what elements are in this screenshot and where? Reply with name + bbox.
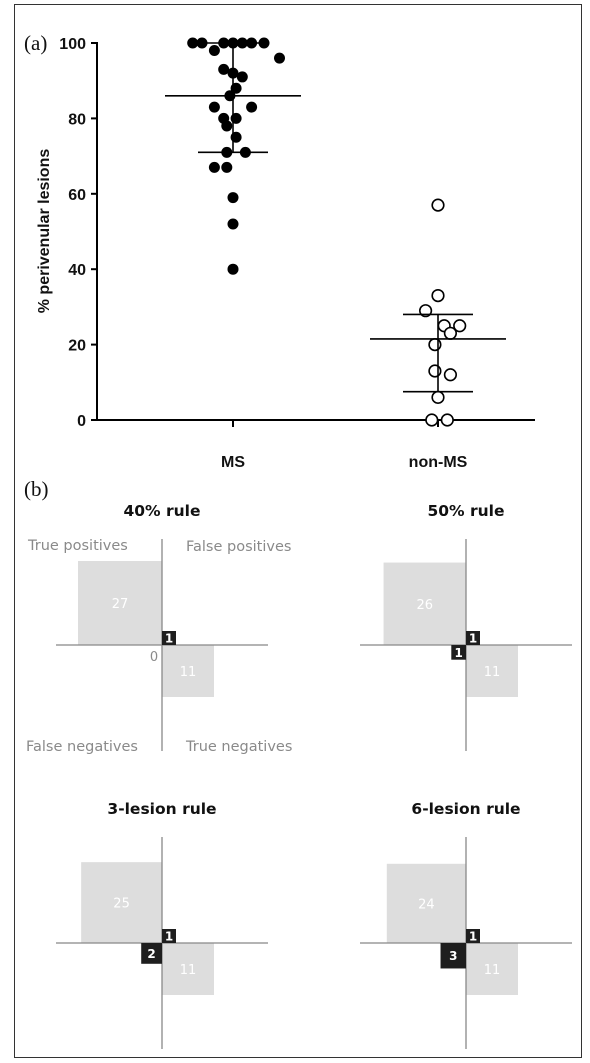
scatter-plot: 0 20 40 60 80 100 MS non-MS % perivenular lesi… — [36, 36, 535, 471]
ms-data-point — [274, 52, 285, 64]
quadrant-title: 3-lesion rule — [107, 800, 216, 818]
non-ms-data-point — [419, 304, 433, 318]
false-positives-value: 1 — [469, 632, 477, 646]
y-ticks: 0 20 40 60 80 100 — [59, 36, 97, 430]
true-negatives-value: 11 — [484, 665, 501, 680]
false-positives-value: 1 — [165, 930, 173, 944]
true-negatives-value: 11 — [180, 963, 197, 978]
panel-b-label: (b) — [24, 477, 49, 501]
x-ticks: MS non-MS — [221, 420, 468, 471]
true-positives-value: 25 — [113, 897, 130, 912]
non-ms-data-point — [443, 326, 458, 340]
x-tick-label: non-MS — [409, 454, 468, 471]
non-ms-data-point — [428, 338, 442, 352]
y-tick-label: 100 — [59, 36, 86, 53]
false-positives-box — [466, 929, 480, 943]
y-tick-label: 20 — [68, 338, 86, 355]
false-positives-value: 1 — [469, 930, 477, 944]
data-points — [187, 37, 467, 427]
true-positives-value: 27 — [112, 597, 129, 612]
ms-data-point — [221, 161, 233, 173]
non-ms-data-point — [431, 198, 445, 212]
false-positives-box — [466, 631, 480, 645]
ms-data-point — [227, 192, 239, 204]
true-positives-square — [386, 863, 466, 943]
ms-data-point — [208, 45, 220, 57]
true-negatives-square — [466, 645, 518, 697]
false-negatives-value: 1 — [454, 646, 462, 660]
ms-data-point — [227, 263, 239, 275]
y-tick-label: 80 — [68, 111, 86, 128]
y-axis-label: % perivenular lesions — [36, 149, 53, 314]
false-negatives-box — [440, 943, 466, 969]
true-negatives-value: 11 — [484, 963, 501, 978]
non-ms-data-point — [453, 319, 467, 333]
y-tick-label: 60 — [68, 187, 86, 204]
x-tick-label: MS — [221, 454, 245, 471]
true-positives-square — [81, 862, 162, 943]
non-ms-data-point — [440, 413, 454, 427]
true-positives-square — [78, 561, 162, 645]
false-negatives-box — [141, 943, 162, 964]
figure-frame — [14, 4, 582, 1058]
quadrant-title: 6-lesion rule — [411, 800, 520, 818]
false-negatives-value: 3 — [449, 949, 457, 963]
false-negatives-box — [451, 645, 466, 660]
y-tick-label: 40 — [68, 262, 86, 279]
non-ms-data-point — [443, 368, 458, 382]
quadrant-title: 50% rule — [427, 502, 504, 520]
true-positives-square — [383, 562, 466, 645]
non-ms-data-point — [431, 390, 445, 404]
ms-data-point — [218, 63, 230, 75]
ms-data-point — [221, 120, 233, 132]
false-positives-box — [162, 929, 176, 943]
true-negatives-square — [162, 645, 214, 697]
ms-data-point — [208, 101, 220, 113]
false-negatives-value: 2 — [147, 947, 155, 961]
true-positives-value: 26 — [417, 598, 434, 613]
ms-data-point — [208, 161, 220, 173]
true-positives-label: True positives — [27, 538, 128, 554]
ms-data-point — [246, 101, 258, 113]
true-negatives-label: True negatives — [185, 739, 292, 755]
error-bars — [165, 42, 506, 393]
false-positives-box — [162, 631, 176, 645]
true-negatives-square — [162, 943, 214, 995]
true-negatives-value: 11 — [180, 665, 197, 680]
true-negatives-square — [466, 943, 518, 995]
non-ms-data-point — [428, 364, 442, 378]
panel-a-label: (a) — [24, 31, 47, 55]
ms-data-point — [236, 71, 248, 83]
false-negatives-label: False negatives — [26, 739, 138, 755]
false-positives-value: 1 — [165, 632, 173, 646]
false-negatives-value: 0 — [150, 650, 158, 665]
true-positives-value: 24 — [418, 897, 435, 912]
ms-data-point — [187, 37, 199, 49]
ms-data-point — [227, 218, 239, 230]
y-tick-label: 0 — [77, 413, 86, 430]
non-ms-data-point — [431, 288, 445, 303]
quadrant-title: 40% rule — [123, 502, 200, 520]
false-positives-label: False positives — [186, 539, 291, 555]
non-ms-data-point — [425, 413, 439, 427]
